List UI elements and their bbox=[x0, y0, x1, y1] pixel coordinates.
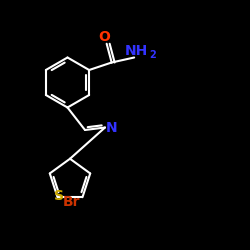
Text: O: O bbox=[98, 30, 110, 44]
Text: Br: Br bbox=[62, 195, 80, 209]
Text: NH: NH bbox=[125, 44, 148, 58]
Text: 2: 2 bbox=[150, 50, 156, 60]
Text: N: N bbox=[106, 120, 117, 134]
Text: S: S bbox=[54, 189, 64, 203]
